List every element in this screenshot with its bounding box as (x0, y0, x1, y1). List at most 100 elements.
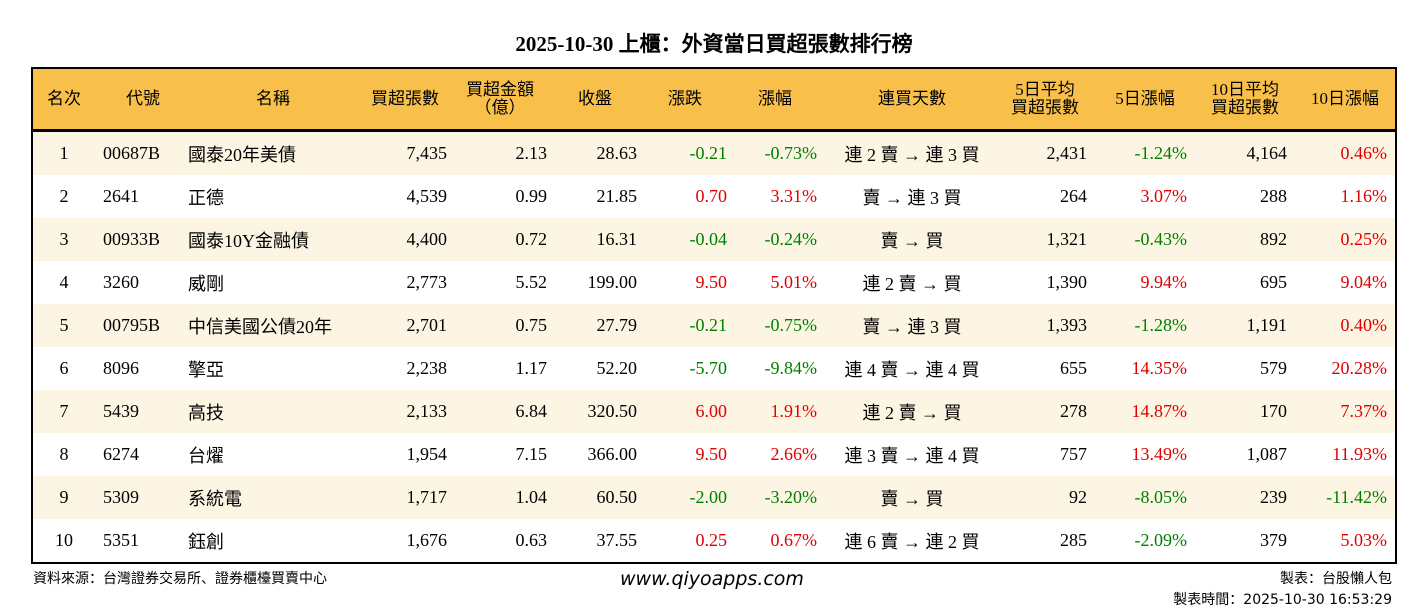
table-row: 4 3260 威剛 2,773 5.52 199.00 9.50 5.01% 連 2 賣 → 買… (33, 261, 1395, 304)
cell-rank: 6 (59, 358, 69, 378)
website-link[interactable]: www.qiyoapps.com (620, 568, 804, 590)
page-title: 2025-10-30 上櫃：外資當日買超張數排行榜 (515, 32, 913, 56)
cell-net-buy-amount: 0.72 (515, 229, 548, 249)
cell-code: 5439 (103, 401, 139, 421)
cell-streak: 連 2 賣 → 連 3 買 (844, 144, 980, 165)
header-pct5: 5日漲幅 (1115, 89, 1175, 108)
cell-code: 3260 (103, 272, 139, 292)
cell-name: 正德 (188, 187, 224, 208)
cell-code: 00795B (103, 315, 161, 335)
cell-code: 6274 (103, 444, 139, 464)
cell-net-buy-lots: 2,133 (406, 401, 448, 421)
cell-change-pct: -0.73% (764, 143, 818, 163)
cell-change-pct: -0.24% (764, 229, 818, 249)
cell-pct5: -0.43% (1134, 229, 1188, 249)
table-row: 1 00687B 國泰20年美債 7,435 2.13 28.63 -0.21 -0.73% 連… (33, 132, 1395, 175)
cell-pct5: 14.35% (1131, 358, 1188, 378)
cell-pct5: 9.94% (1140, 272, 1188, 292)
header-change: 漲跌 (668, 89, 702, 108)
cell-close: 320.50 (587, 401, 638, 421)
cell-code: 2641 (103, 186, 139, 206)
data-source: 資料來源：台灣證券交易所、證券櫃檯買賣中心 (33, 571, 327, 587)
cell-streak: 賣 → 買 (880, 488, 944, 509)
cell-close: 21.85 (596, 186, 638, 206)
cell-streak: 連 2 賣 → 買 (862, 402, 962, 423)
cell-change: 9.50 (695, 272, 728, 292)
header-net-buy-lots: 買超張數 (371, 89, 439, 108)
cell-streak: 連 6 賣 → 連 2 買 (844, 531, 980, 552)
table-row: 5 00795B 中信美國公債20年 2,701 0.75 27.79 -0.21 -0.75… (33, 304, 1395, 347)
cell-code: 00687B (103, 143, 161, 163)
table-row: 2 2641 正德 4,539 0.99 21.85 0.70 3.31% 賣 → 連 3 買 2… (33, 175, 1395, 218)
cell-net-buy-lots: 4,400 (406, 229, 448, 249)
cell-pct5: -1.28% (1134, 315, 1188, 335)
cell-avg10-lots: 239 (1260, 487, 1287, 507)
cell-close: 60.50 (596, 487, 638, 507)
cell-pct5: 13.49% (1131, 444, 1188, 464)
table-row: 8 6274 台燿 1,954 7.15 366.00 9.50 2.66% 連 3 賣 → 連… (33, 433, 1395, 476)
cell-pct10: 0.40% (1340, 315, 1388, 335)
cell-pct5: 14.87% (1131, 401, 1188, 421)
cell-avg10-lots: 4,164 (1246, 143, 1288, 163)
cell-code: 5309 (103, 487, 139, 507)
cell-rank: 10 (55, 530, 73, 550)
cell-pct10: 7.37% (1340, 401, 1388, 421)
cell-avg10-lots: 170 (1260, 401, 1287, 421)
cell-rank: 8 (59, 444, 69, 464)
cell-name: 威剛 (188, 273, 224, 294)
table-row: 3 00933B 國泰10Y金融債 4,400 0.72 16.31 -0.04 -0.24%… (33, 218, 1395, 261)
cell-avg10-lots: 695 (1260, 272, 1287, 292)
cell-change: -2.00 (689, 487, 728, 507)
cell-avg5-lots: 757 (1060, 444, 1087, 464)
cell-pct10: -11.42% (1326, 487, 1387, 507)
cell-avg10-lots: 1,191 (1246, 315, 1288, 335)
header-change-pct: 漲幅 (758, 89, 792, 108)
cell-change: 0.25 (695, 530, 728, 550)
cell-close: 366.00 (587, 444, 638, 464)
cell-avg5-lots: 278 (1060, 401, 1087, 421)
cell-change-pct: 5.01% (770, 272, 818, 292)
cell-net-buy-lots: 2,701 (406, 315, 448, 335)
cell-name: 系統電 (188, 488, 242, 509)
cell-net-buy-lots: 1,954 (406, 444, 448, 464)
cell-name: 鈺創 (188, 531, 224, 552)
table-row: 9 5309 系統電 1,717 1.04 60.50 -2.00 -3.20% 賣 → 買 92… (33, 476, 1395, 519)
header-net-buy-amount: 買超金額 （億） (466, 80, 534, 117)
cell-name: 中信美國公債20年 (188, 316, 332, 337)
cell-streak: 連 2 賣 → 買 (862, 273, 962, 294)
cell-net-buy-amount: 0.99 (515, 186, 548, 206)
table-row: 10 5351 鈺創 1,676 0.63 37.55 0.25 0.67% 連 6 賣 → 連… (33, 519, 1395, 562)
cell-rank: 7 (59, 401, 69, 421)
cell-name: 高技 (188, 402, 224, 423)
cell-pct10: 1.16% (1340, 186, 1388, 206)
cell-avg10-lots: 1,087 (1246, 444, 1288, 464)
cell-streak: 賣 → 連 3 買 (862, 316, 962, 337)
cell-code: 00933B (103, 229, 161, 249)
cell-code: 5351 (103, 530, 139, 550)
table-body: 1 00687B 國泰20年美債 7,435 2.13 28.63 -0.21 -0.73% 連… (33, 132, 1395, 562)
cell-streak: 賣 → 買 (880, 230, 944, 251)
cell-pct10: 20.28% (1331, 358, 1388, 378)
cell-change-pct: 3.31% (770, 186, 818, 206)
author: 製表：台股懶人包 (1280, 571, 1392, 587)
cell-rank: 4 (59, 272, 69, 292)
cell-change-pct: -0.75% (764, 315, 818, 335)
cell-net-buy-amount: 0.75 (515, 315, 548, 335)
cell-change: -0.04 (689, 229, 728, 249)
generated-time: 製表時間：2025-10-30 16:53:29 (1173, 592, 1392, 608)
cell-pct10: 11.93% (1332, 444, 1387, 464)
cell-avg10-lots: 892 (1260, 229, 1287, 249)
table-row: 7 5439 高技 2,133 6.84 320.50 6.00 1.91% 連 2 賣 → 買… (33, 390, 1395, 433)
cell-pct10: 5.03% (1340, 530, 1388, 550)
cell-close: 16.31 (596, 229, 638, 249)
header-code: 代號 (126, 89, 160, 108)
cell-avg5-lots: 264 (1060, 186, 1087, 206)
cell-net-buy-amount: 1.04 (515, 487, 548, 507)
cell-streak: 賣 → 連 3 買 (862, 187, 962, 208)
cell-pct10: 9.04% (1340, 272, 1388, 292)
cell-change-pct: 0.67% (770, 530, 818, 550)
header-pct10: 10日漲幅 (1311, 89, 1379, 108)
cell-avg5-lots: 655 (1060, 358, 1087, 378)
cell-net-buy-amount: 2.13 (515, 143, 548, 163)
header-avg10-lots: 10日平均 買超張數 (1211, 80, 1279, 117)
